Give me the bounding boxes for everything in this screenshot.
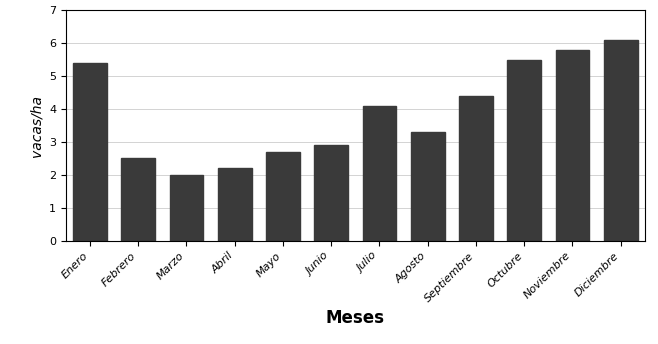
Bar bbox=[121, 159, 155, 241]
Bar bbox=[170, 175, 203, 241]
Bar bbox=[363, 106, 396, 241]
Bar bbox=[218, 168, 251, 241]
Bar bbox=[604, 40, 638, 241]
Bar bbox=[459, 96, 493, 241]
Bar bbox=[266, 152, 300, 241]
Bar bbox=[411, 132, 445, 241]
X-axis label: Meses: Meses bbox=[326, 309, 385, 327]
Y-axis label: vacas/ha: vacas/ha bbox=[30, 95, 43, 157]
Bar bbox=[315, 145, 348, 241]
Bar bbox=[507, 60, 541, 241]
Bar bbox=[555, 50, 590, 241]
Bar bbox=[73, 63, 107, 241]
